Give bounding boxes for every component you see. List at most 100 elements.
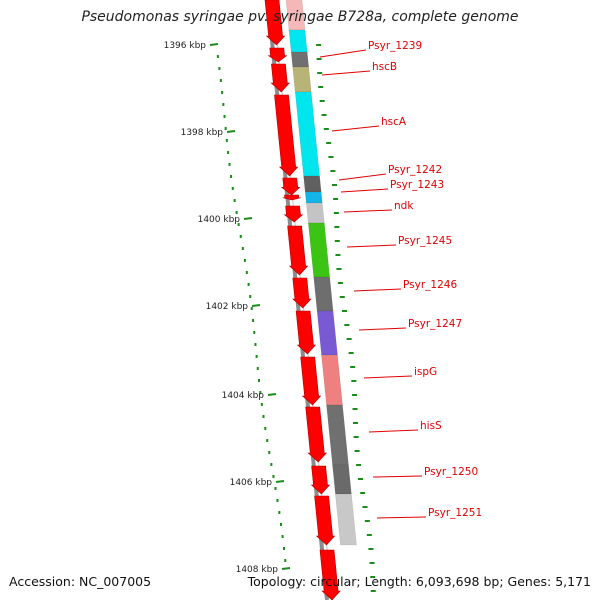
gc-dot [241,247,244,250]
gc-dot [264,427,267,430]
gc-dash [360,492,366,494]
gc-dot [266,439,269,442]
gc-dot [282,547,285,550]
gc-dash [334,240,340,242]
gc-skew-track [216,44,376,592]
cds-arrow [300,356,322,406]
gc-dot [245,271,248,274]
gene-leader-line [319,49,367,58]
kbp-label: 1400 kbp [198,215,241,225]
gene-label: ispG [414,366,437,378]
gc-dot [278,511,281,514]
cds-arrow [310,465,331,495]
gc-dash [334,226,340,228]
gene-leader-line [343,209,393,213]
cds-arrow [319,549,341,600]
gc-dot [223,115,226,118]
gc-dot [235,211,238,214]
gene-block [335,493,357,546]
gene-leader-line [346,244,397,248]
genome-title: Pseudomonas syringae pv. syringae B728a,… [81,9,519,25]
gc-dash [333,198,339,200]
kbp-label: 1406 kbp [230,478,273,488]
gene-leader-line [376,516,427,519]
gc-dash [362,506,368,508]
gene-block [316,310,338,356]
gc-dash [352,394,358,396]
gc-dash [333,212,339,214]
gene-leader-line [363,375,413,379]
gene-block [321,354,343,406]
cds-arrow [283,205,304,223]
gc-dash [318,86,324,88]
gc-dot [284,559,287,562]
kbp-label: 1398 kbp [181,128,224,138]
cds-arrow [280,177,301,196]
gene-label: hscB [372,61,397,73]
cds-arrow [314,495,336,546]
gene-label: Psyr_1239 [368,40,422,52]
gc-dot [237,223,240,226]
cds-arrow [292,277,312,309]
gene-block [332,464,352,495]
cds-arrow [264,0,286,46]
gc-dot [233,199,236,202]
kbp-tick [209,43,219,46]
genome-summary-text: Topology: circular; Length: 6,093,698 bp… [247,574,591,589]
kbp-ruler: 1396 kbp 1398 kbp 1400 kbp 1402 kbp 1404 kbp… [164,41,291,575]
gc-dot [281,535,284,538]
gc-dash [356,464,362,466]
gene-block [292,66,312,93]
gc-dot [272,475,275,478]
gc-dot [230,175,233,178]
cds-arrow [305,406,327,463]
gc-dot [222,103,225,106]
kbp-label: 1396 kbp [164,41,207,51]
gene-leader-line [340,188,389,193]
gc-dash [337,282,343,284]
gene-block [305,202,325,224]
kbp-tick [267,393,277,396]
gene-block [294,91,320,177]
gc-dash [352,422,358,424]
gc-dot [218,67,221,70]
gc-dash [370,576,376,578]
gc-dash [316,58,322,60]
cds-arrow [267,47,288,63]
gene-label: Psyr_1246 [403,279,457,291]
gene-label: hscA [381,116,407,128]
gene-label: Psyr_1243 [390,179,444,191]
kbp-tick [251,304,261,307]
gc-dot [256,367,259,370]
gc-dot [253,331,256,334]
gc-dot [259,391,262,394]
gc-dash [351,380,357,382]
gene-leader-line [353,288,402,292]
gc-dash [350,366,356,368]
kbp-label: 1402 kbp [206,302,249,312]
gene-label: ndk [394,200,414,212]
gc-dot [243,259,246,262]
gc-dash [339,296,345,298]
gc-dot [276,499,279,502]
gc-dot [250,307,253,310]
gc-dot [227,151,230,154]
gc-dot [257,379,260,382]
gc-dash [353,436,359,438]
gene-track [285,0,357,546]
cds-arrow [295,310,317,355]
gene-block [288,29,308,53]
gc-dash [346,338,352,340]
gc-dash [344,324,350,326]
gc-dash [354,450,360,452]
gc-dash [323,128,329,130]
gc-dot [225,139,228,142]
gene-leader-line [372,475,423,478]
gc-dash [328,156,334,158]
gc-dot [280,523,283,526]
gene-block [303,175,322,193]
gc-dash [341,310,347,312]
gc-dot [255,355,258,358]
